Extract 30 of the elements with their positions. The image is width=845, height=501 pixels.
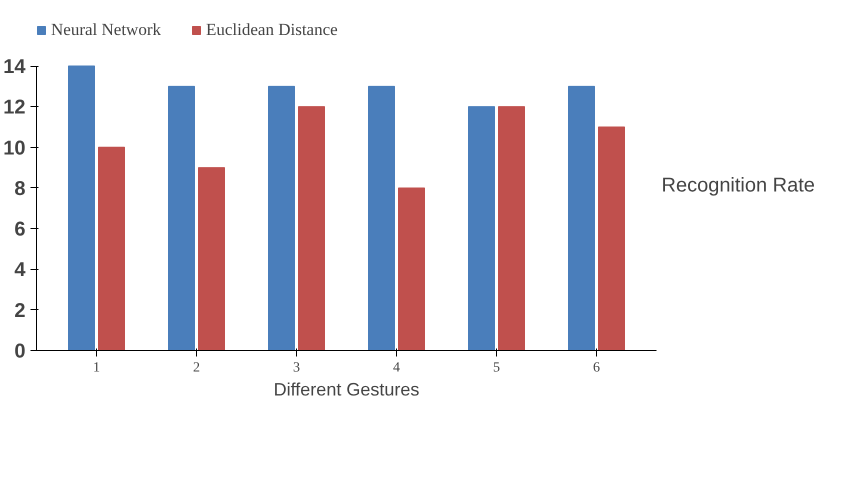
- x-tick-label: 5: [493, 360, 500, 376]
- bar: [168, 86, 195, 350]
- x-tick-label: 2: [193, 360, 200, 376]
- y-tick-label: 2: [14, 300, 26, 322]
- x-axis-title: Different Gestures: [274, 380, 420, 400]
- y-tick-label: 4: [14, 259, 26, 282]
- bar: [268, 86, 295, 350]
- bar: [398, 187, 425, 350]
- bar: [298, 106, 325, 350]
- bar: [68, 66, 95, 350]
- y-tick-label: 12: [3, 96, 26, 119]
- bar: [368, 86, 395, 350]
- y-tick-label: 8: [14, 178, 26, 200]
- x-tick-label: 4: [393, 360, 400, 376]
- legend-label: Euclidean Distance: [206, 20, 338, 40]
- x-tick-label: 6: [593, 360, 600, 376]
- y-axis-title: Recognition Rate: [662, 174, 815, 196]
- x-tick-label: 3: [293, 360, 300, 376]
- y-tick-label: 14: [3, 56, 26, 78]
- x-tick-label: 1: [93, 360, 100, 376]
- legend-label: Neural Network: [51, 20, 161, 40]
- bar: [98, 146, 125, 350]
- bar: [498, 106, 525, 350]
- y-tick-label: 0: [14, 340, 26, 362]
- bar: [198, 167, 225, 350]
- bar: [598, 126, 625, 350]
- y-tick-label: 10: [3, 137, 26, 160]
- bar: [568, 86, 595, 350]
- y-tick-label: 6: [14, 218, 26, 241]
- bar: [468, 106, 495, 350]
